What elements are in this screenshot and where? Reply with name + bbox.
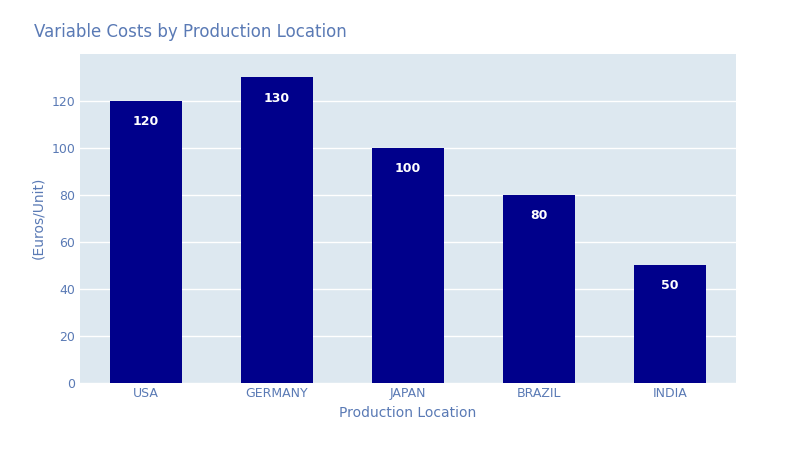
Text: 120: 120 [133,115,159,128]
Bar [110,101,182,382]
Text: Variable Costs by Production Location: Variable Costs by Production Location [34,23,347,41]
Text: 100: 100 [395,162,421,175]
Text: 50: 50 [662,279,679,292]
Text: 80: 80 [530,209,548,222]
X-axis label: Production Location: Production Location [339,406,477,420]
Bar [241,77,313,382]
Bar [503,195,575,382]
Y-axis label: (Euros/Unit): (Euros/Unit) [32,177,46,260]
Bar [634,265,706,382]
Text: 130: 130 [264,91,290,104]
Bar [372,148,444,382]
